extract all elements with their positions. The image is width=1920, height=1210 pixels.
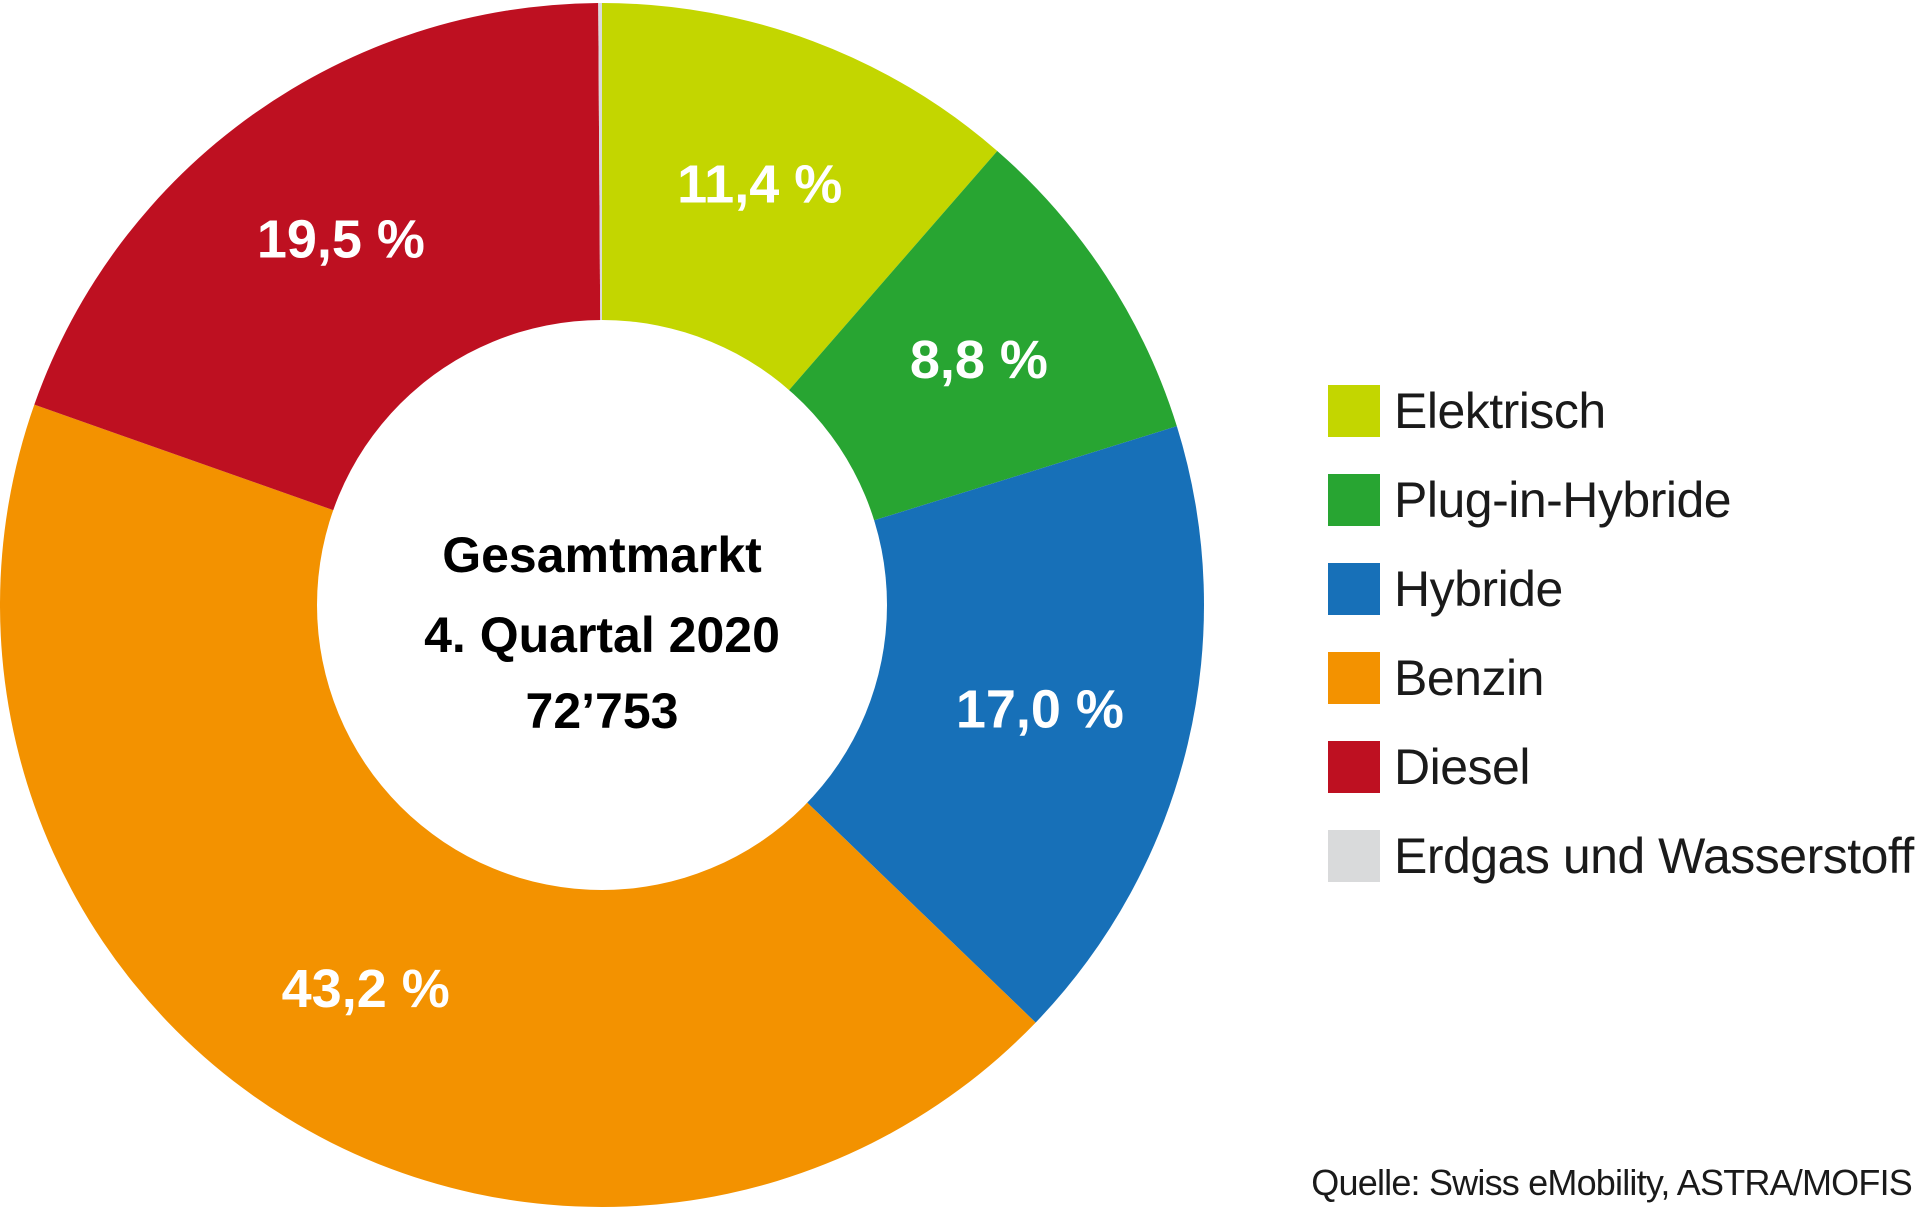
legend-label-hybride: Hybride: [1394, 560, 1563, 617]
legend-swatch-hybride: [1328, 562, 1380, 615]
legend-item-hybride: Hybride: [1328, 544, 1908, 633]
slice-label-plug-in-hybride: 8,8 %: [910, 330, 1048, 390]
donut-hole: [317, 320, 887, 890]
legend-swatch-erdgas-und-wasserstoff: [1328, 829, 1380, 882]
legend-swatch-plug-in-hybride: [1328, 473, 1380, 526]
center-label-line-3: 72’753: [526, 683, 679, 739]
center-label-line-2: 4. Quartal 2020: [424, 607, 780, 663]
legend-item-benzin: Benzin: [1328, 633, 1908, 722]
source-note: Quelle: Swiss eMobility, ASTRA/MOFIS: [1311, 1162, 1913, 1203]
legend-swatch-benzin: [1328, 651, 1380, 704]
slice-label-hybride: 17,0 %: [956, 680, 1124, 740]
legend-label-plug-in-hybride: Plug-in-Hybride: [1394, 471, 1732, 528]
legend-item-diesel: Diesel: [1328, 722, 1908, 811]
slice-labels: 11,4 % 8,8 % 17,0 % 43,2 % 19,5 %: [257, 155, 1124, 1019]
legend-label-diesel: Diesel: [1394, 738, 1530, 795]
slice-label-benzin: 43,2 %: [282, 959, 450, 1019]
legend-label-elektrisch: Elektrisch: [1394, 382, 1606, 439]
slice-label-diesel: 19,5 %: [257, 210, 425, 270]
legend-item-elektrisch: Elektrisch: [1328, 366, 1908, 455]
legend-label-benzin: Benzin: [1394, 649, 1544, 706]
legend-swatch-elektrisch: [1328, 384, 1380, 437]
legend-item-plug-in-hybride: Plug-in-Hybride: [1328, 455, 1908, 544]
legend-label-erdgas-und-wasserstoff: Erdgas und Wasserstoff: [1394, 827, 1914, 884]
legend-swatch-diesel: [1328, 740, 1380, 793]
center-label-line-1: Gesamtmarkt: [442, 527, 762, 583]
legend-item-erdgas-und-wasserstoff: Erdgas und Wasserstoff: [1328, 811, 1914, 900]
legend: Elektrisch Plug-in-Hybride Hybride Benzi…: [1328, 366, 1914, 900]
slice-label-elektrisch: 11,4 %: [677, 155, 842, 215]
center-label: Gesamtmarkt 4. Quartal 2020 72’753: [424, 527, 780, 739]
